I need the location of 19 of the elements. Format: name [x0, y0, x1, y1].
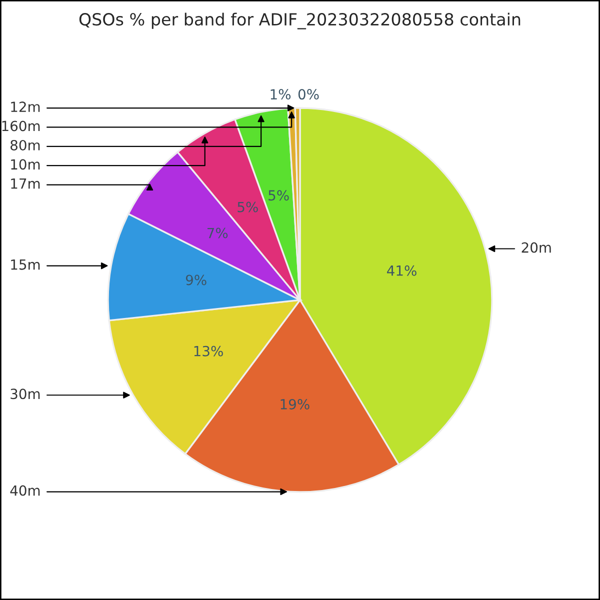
data-label: 13% [194, 346, 223, 356]
data-label: 1% [270, 89, 291, 100]
slice-label: 40m [10, 485, 40, 496]
slice-label: 80m [10, 140, 40, 150]
data-label: 0% [298, 89, 319, 100]
data-label: 5% [238, 202, 258, 212]
data-label: 9% [186, 274, 206, 286]
chart-title: QSOs % per band for ADIF_20230322080558 contain [79, 12, 520, 30]
data-label: 7% [208, 228, 228, 238]
slice-label: 15m [11, 260, 40, 270]
slice-label: 160m [2, 120, 40, 132]
slice-label: 20m [522, 242, 551, 253]
data-label: 19% [280, 398, 310, 410]
slice-label: 10m [11, 159, 40, 170]
data-label: 41% [387, 265, 416, 276]
slice-label: 12m [11, 102, 40, 112]
slice-label: 17m [11, 178, 40, 189]
data-label: 5% [268, 190, 289, 201]
slice-label: 30m [10, 388, 40, 400]
